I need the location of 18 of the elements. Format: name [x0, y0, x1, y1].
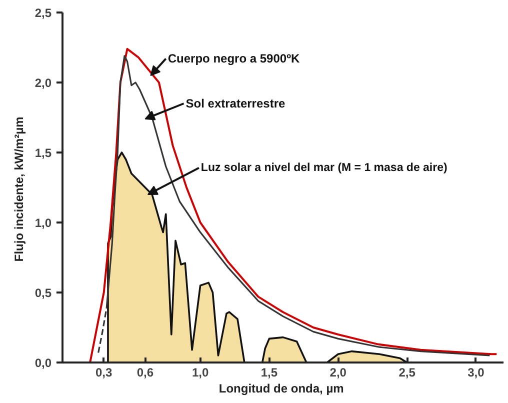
y-tick-label: 2,5 [34, 6, 52, 20]
y-tick-label: 2,0 [34, 76, 52, 90]
x-tick-label: 2,0 [330, 366, 347, 380]
annotation: Luz solar a nivel del mar (M = 1 masa de aire) [200, 162, 448, 174]
y-tick-label: 1,0 [34, 216, 52, 230]
y-axis-title: Flujo incidente, kW/m²µm [12, 116, 26, 262]
y-tick-label: 1,5 [34, 146, 52, 160]
annotation: Sol extraterrestre [186, 96, 286, 110]
x-tick-label: 0,6 [136, 366, 154, 380]
annotation: Cuerpo negro a 5900ºK [168, 52, 300, 66]
y-tick-label: 0,0 [34, 356, 52, 370]
x-axis-title: Longitud de onda, µm [218, 382, 344, 396]
x-tick-label: 2,5 [398, 366, 416, 380]
x-tick-label: 1,5 [260, 366, 278, 380]
x-tick-label: 3,0 [468, 366, 485, 380]
x-tick-label: 1,0 [192, 366, 209, 380]
x-tick-label: 0,3 [96, 366, 113, 380]
y-tick-label: 0,5 [34, 286, 52, 300]
